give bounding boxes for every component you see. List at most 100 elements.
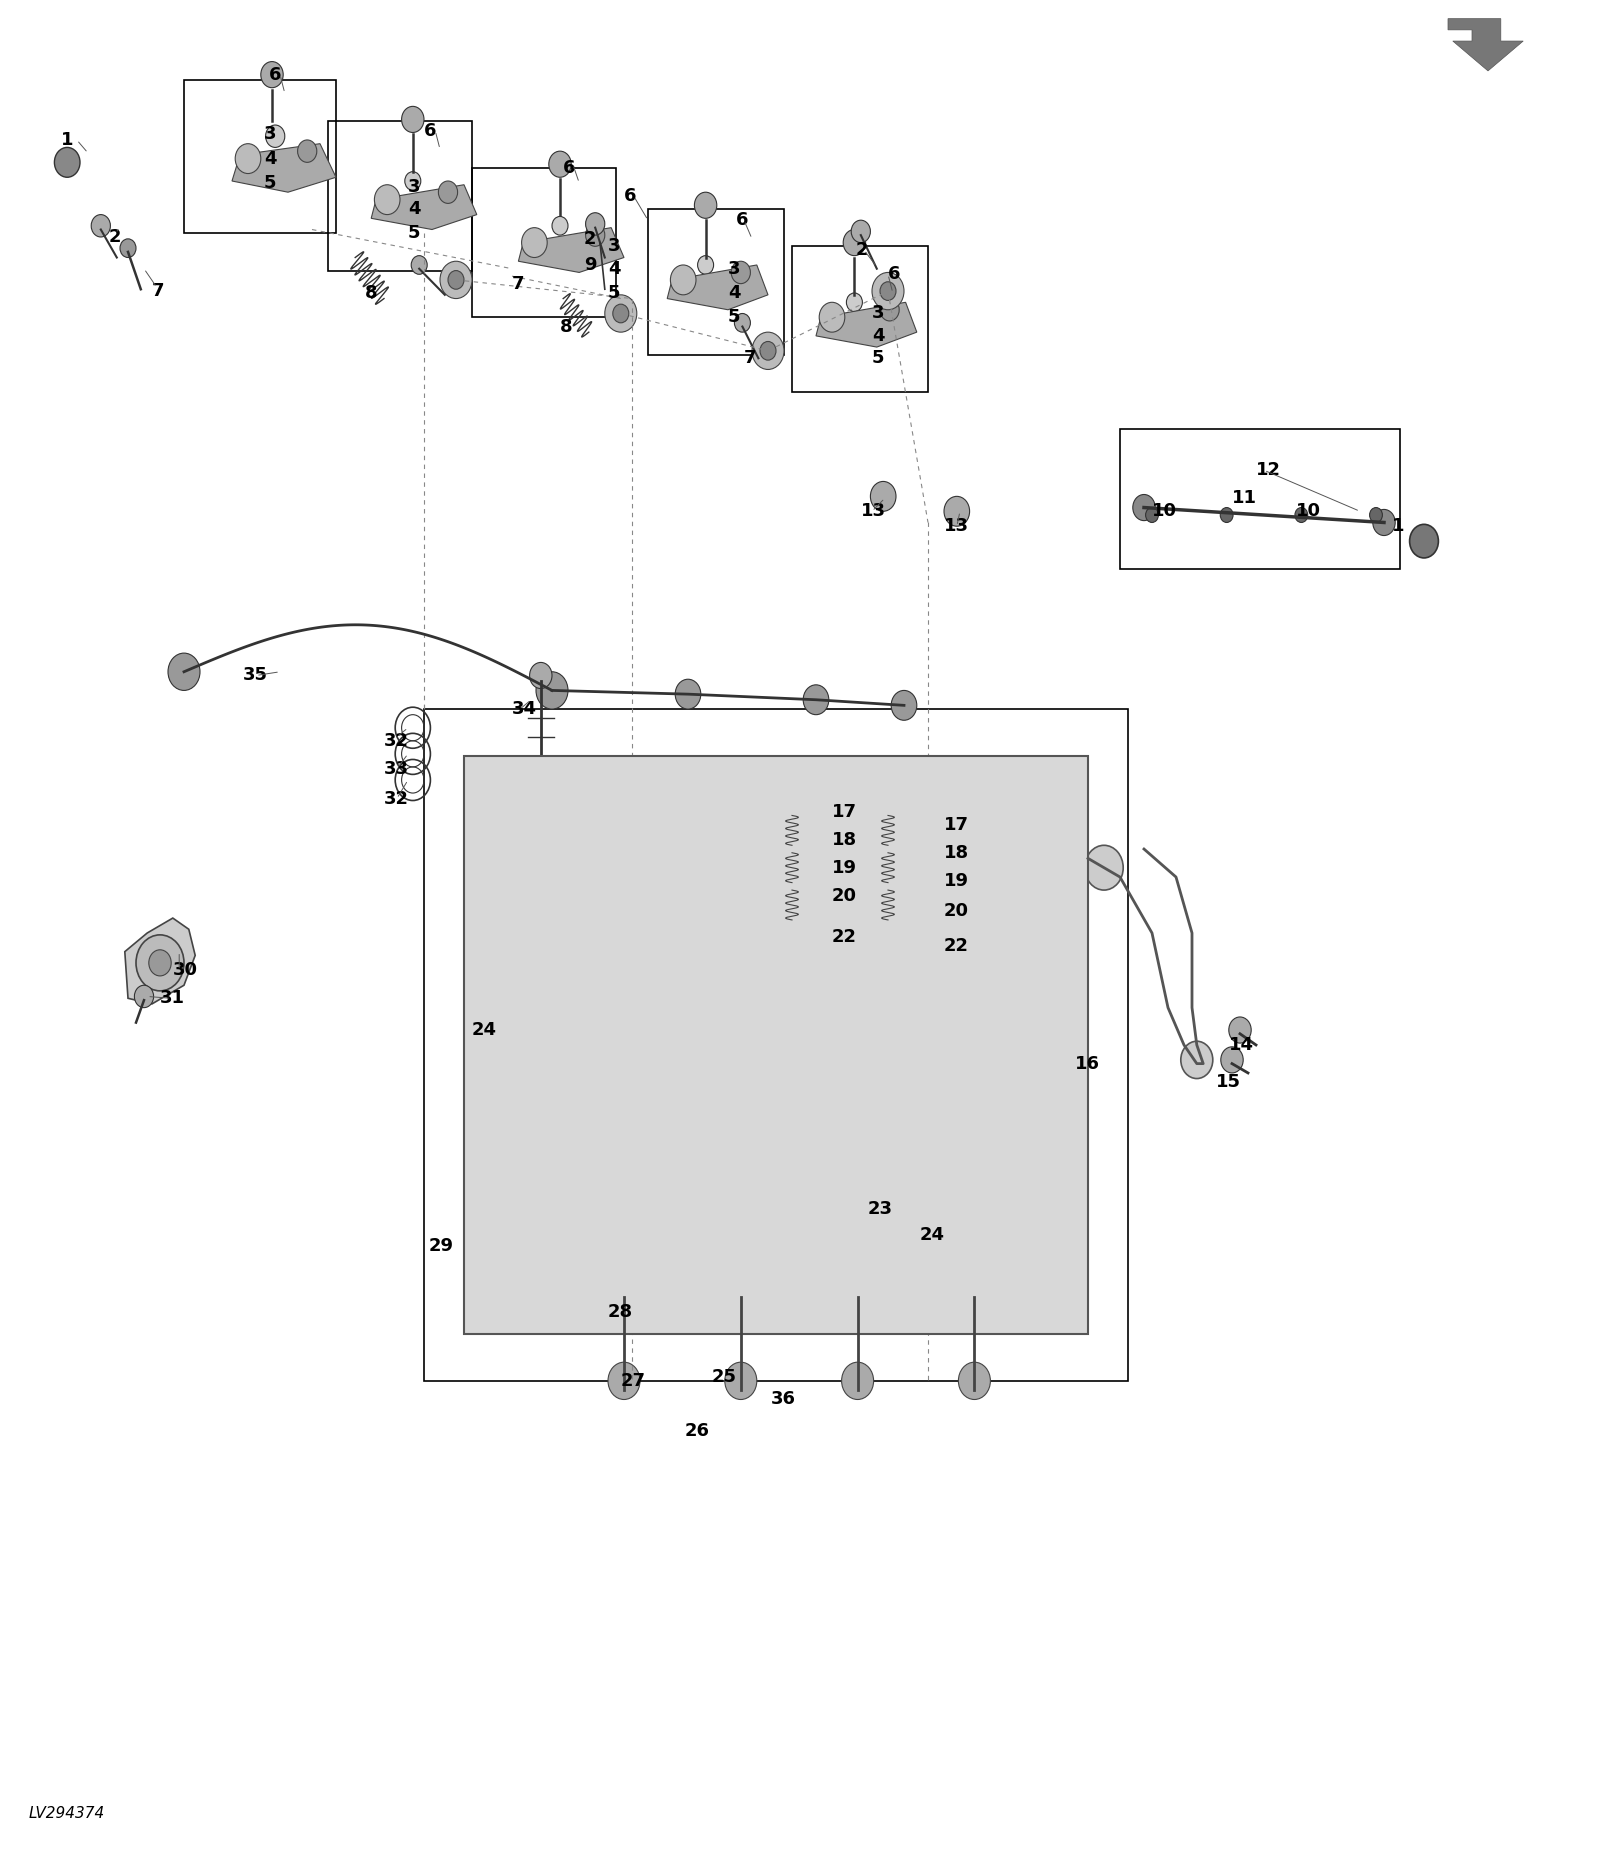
Circle shape [914,823,958,875]
Circle shape [1146,508,1158,522]
Text: 6: 6 [269,65,282,84]
Circle shape [925,1181,1027,1301]
Text: 5: 5 [872,349,885,368]
Circle shape [1373,509,1395,536]
Text: 6: 6 [424,121,437,140]
Circle shape [506,823,550,875]
Text: 10: 10 [1152,502,1178,521]
Bar [184,80,336,233]
Circle shape [786,776,814,810]
Circle shape [509,1069,547,1114]
Text: 18: 18 [944,843,970,862]
Text: 23: 23 [867,1200,893,1218]
Circle shape [870,481,896,511]
Circle shape [405,172,421,190]
Circle shape [496,1054,560,1129]
Circle shape [1410,524,1438,558]
Circle shape [786,931,814,965]
Text: 26: 26 [685,1422,710,1441]
Text: 19: 19 [832,858,858,877]
Circle shape [586,213,605,235]
Circle shape [402,106,424,132]
Text: 4: 4 [608,259,621,278]
Text: 7: 7 [152,282,165,300]
Circle shape [536,672,568,709]
Circle shape [613,304,629,323]
Text: LV294374: LV294374 [29,1806,106,1821]
Bar [328,121,472,271]
Circle shape [496,980,592,1092]
Circle shape [747,815,773,845]
Circle shape [842,1362,874,1400]
Circle shape [752,332,784,369]
Text: 27: 27 [621,1372,646,1390]
Circle shape [765,808,835,890]
Polygon shape [232,144,336,192]
Circle shape [1221,508,1234,522]
Text: 22: 22 [832,927,858,946]
Circle shape [629,808,699,890]
Bar [648,209,784,355]
Circle shape [547,927,605,995]
Text: 22: 22 [944,937,970,955]
Circle shape [1085,845,1123,890]
Circle shape [851,220,870,243]
Text: 6: 6 [563,159,576,177]
Text: 20: 20 [832,886,858,905]
Bar [792,246,928,392]
Circle shape [608,1362,640,1400]
Circle shape [675,679,701,709]
Circle shape [525,1013,563,1058]
Polygon shape [371,185,477,230]
Text: 3: 3 [408,177,421,196]
Text: 32: 32 [384,731,410,750]
Circle shape [781,1069,819,1114]
Circle shape [530,662,552,689]
Text: 8: 8 [365,284,378,302]
Circle shape [552,216,568,235]
Circle shape [632,1054,696,1129]
Text: 5: 5 [728,308,741,327]
Polygon shape [667,265,768,310]
Text: 4: 4 [264,149,277,168]
Text: 7: 7 [744,349,757,368]
Text: 4: 4 [872,327,885,345]
Circle shape [645,1069,683,1114]
Text: 13: 13 [944,517,970,536]
Circle shape [904,1054,968,1129]
Text: 10: 10 [1296,502,1322,521]
Circle shape [611,1282,637,1312]
Circle shape [670,265,696,295]
Text: 6: 6 [736,211,749,230]
Circle shape [944,496,970,526]
Text: 24: 24 [472,1021,498,1039]
Circle shape [882,776,910,810]
Circle shape [440,261,472,299]
Circle shape [1221,1047,1243,1073]
Text: 1: 1 [1392,517,1405,536]
Circle shape [586,224,605,246]
Circle shape [642,823,686,875]
Circle shape [880,282,896,300]
Circle shape [605,295,637,332]
Circle shape [891,690,917,720]
Circle shape [958,1362,990,1400]
Circle shape [882,931,910,965]
Text: 5: 5 [408,224,421,243]
Circle shape [522,228,547,258]
Text: 13: 13 [861,502,886,521]
Circle shape [760,341,776,360]
Circle shape [819,302,845,332]
Text: 5: 5 [264,174,277,192]
Circle shape [493,808,563,890]
Circle shape [725,1362,757,1400]
Circle shape [882,851,910,884]
Text: 7: 7 [512,274,525,293]
Circle shape [136,935,184,991]
Text: 6: 6 [888,265,901,284]
Text: 16: 16 [1075,1054,1101,1073]
Text: 34: 34 [512,700,538,718]
Circle shape [917,1069,955,1114]
Polygon shape [125,918,195,1004]
Bar [1120,429,1400,569]
